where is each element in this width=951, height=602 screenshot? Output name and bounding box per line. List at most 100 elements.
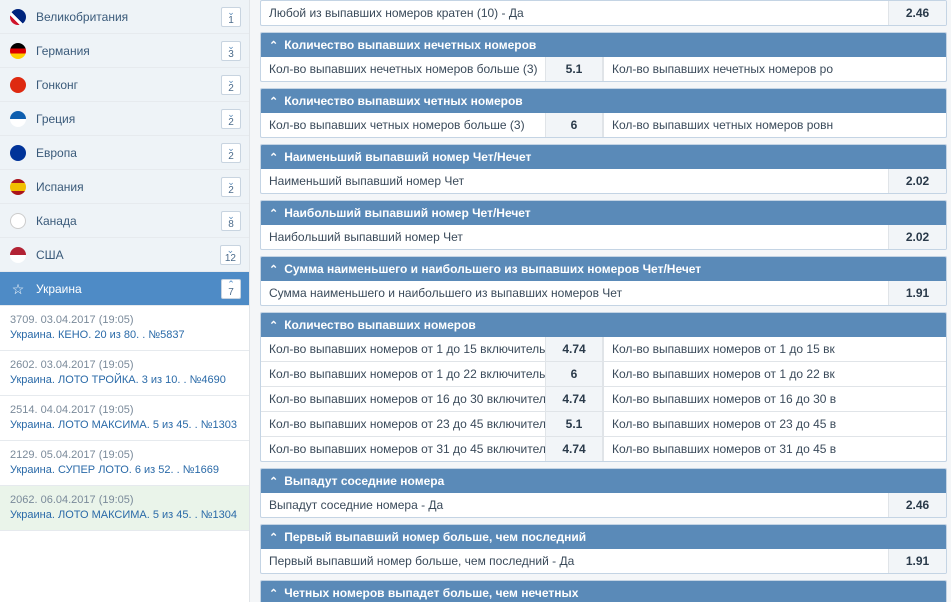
outcome-odds[interactable]: 2.46 <box>888 493 946 517</box>
chevron-up-icon: ⌃ <box>269 531 278 544</box>
event-title: Украина. ЛОТО ТРОЙКА. 3 из 10. . №4690 <box>10 373 239 387</box>
country-item-gr[interactable]: Греция ⌄2 <box>0 102 249 136</box>
market-title: Количество выпавших номеров <box>284 318 476 332</box>
outcome-name: Кол-во выпавших номеров от 31 до 45 в <box>604 437 946 461</box>
market-header[interactable]: ⌃ Сумма наименьшего и наибольшего из вып… <box>261 257 946 281</box>
event-meta: 2129. 05.04.2017 (19:05) <box>10 449 239 461</box>
country-count: 2 <box>228 118 234 128</box>
outcome-odds[interactable]: 4.74 <box>545 337 603 361</box>
chevron-up-icon: ⌃ <box>269 95 278 108</box>
outcome-odds[interactable]: 2.02 <box>888 225 946 249</box>
market-title: Первый выпавший номер больше, чем послед… <box>284 530 586 544</box>
chevron-up-icon: ⌃ <box>269 587 278 600</box>
chevron-up-icon: ⌃ <box>269 263 278 276</box>
country-label: Испания <box>36 180 221 194</box>
outcome-row: Любой из выпавших номеров кратен (10) - … <box>261 1 946 25</box>
outcome-name: Кол-во выпавших нечетных номеров больше … <box>261 57 545 81</box>
market-title: Четных номеров выпадет больше, чем нечет… <box>284 586 578 600</box>
country-label: Европа <box>36 146 221 160</box>
outcome-name: Сумма наименьшего и наибольшего из выпав… <box>261 281 888 305</box>
outcome-odds[interactable]: 1.91 <box>888 549 946 573</box>
event-title: Украина. ЛОТО МАКСИМА. 5 из 45. . №1304 <box>10 508 239 522</box>
outcome-odds[interactable]: 5.1 <box>545 57 603 81</box>
country-item-ua-active[interactable]: ☆ Украина ⌃7 <box>0 272 249 306</box>
sidebar: Великобритания ⌄1 Германия ⌄3 Гонконг ⌄2… <box>0 0 250 602</box>
country-badge: ⌄2 <box>221 143 241 163</box>
country-item-gb[interactable]: Великобритания ⌄1 <box>0 0 249 34</box>
main-panel: Любой из выпавших номеров кратен (10) - … <box>250 0 951 602</box>
outcome-odds[interactable]: 4.74 <box>545 387 603 411</box>
country-count: 3 <box>228 50 234 60</box>
market-header[interactable]: ⌃ Количество выпавших четных номеров <box>261 89 946 113</box>
event-title: Украина. КЕНО. 20 из 80. . №5837 <box>10 328 239 342</box>
event-item[interactable]: 3709. 03.04.2017 (19:05) Украина. КЕНО. … <box>0 306 249 351</box>
outcome-name: Любой из выпавших номеров кратен (10) - … <box>261 1 888 25</box>
country-item-hk[interactable]: Гонконг ⌄2 <box>0 68 249 102</box>
country-badge: ⌄2 <box>221 177 241 197</box>
outcome-row: Наибольший выпавший номер Чет 2.02 <box>261 225 946 249</box>
outcome-row: Наименьший выпавший номер Чет 2.02 <box>261 169 946 193</box>
event-item[interactable]: 2129. 05.04.2017 (19:05) Украина. СУПЕР … <box>0 441 249 486</box>
market-header[interactable]: ⌃ Количество выпавших номеров <box>261 313 946 337</box>
market-title: Количество выпавших четных номеров <box>284 94 522 108</box>
country-badge: ⌄2 <box>221 109 241 129</box>
country-count: 2 <box>228 84 234 94</box>
country-label: Германия <box>36 44 221 58</box>
market-header[interactable]: ⌃ Количество выпавших нечетных номеров <box>261 33 946 57</box>
market-header[interactable]: ⌃ Наибольший выпавший номер Чет/Нечет <box>261 201 946 225</box>
market-header[interactable]: ⌃ Выпадут соседние номера <box>261 469 946 493</box>
country-count: 8 <box>228 220 234 230</box>
market-title: Наибольший выпавший номер Чет/Нечет <box>284 206 530 220</box>
outcome-odds[interactable]: 4.74 <box>545 437 603 461</box>
country-item-us[interactable]: США ⌄12 <box>0 238 249 272</box>
event-item[interactable]: 2602. 03.04.2017 (19:05) Украина. ЛОТО Т… <box>0 351 249 396</box>
outcome-name: Кол-во выпавших номеров от 23 до 45 в <box>604 412 946 436</box>
market-header[interactable]: ⌃ Первый выпавший номер больше, чем посл… <box>261 525 946 549</box>
outcome-name: Кол-во выпавших номеров от 1 до 15 вк <box>604 337 946 361</box>
outcome-row: Кол-во выпавших нечетных номеров больше … <box>261 57 946 81</box>
market-block: ⌃ Первый выпавший номер больше, чем посл… <box>260 524 947 574</box>
market-block: ⌃ Количество выпавших нечетных номеров К… <box>260 32 947 82</box>
outcome-row: Кол-во выпавших номеров от 23 до 45 вклю… <box>261 411 946 436</box>
country-label: Канада <box>36 214 221 228</box>
country-item-es[interactable]: Испания ⌄2 <box>0 170 249 204</box>
country-badge: ⌄1 <box>221 7 241 27</box>
event-title: Украина. СУПЕР ЛОТО. 6 из 52. . №1669 <box>10 463 239 477</box>
market-block: ⌃ Четных номеров выпадет больше, чем неч… <box>260 580 947 602</box>
country-count: 2 <box>228 152 234 162</box>
market-block: Любой из выпавших номеров кратен (10) - … <box>260 0 947 26</box>
event-item[interactable]: 2514. 04.04.2017 (19:05) Украина. ЛОТО М… <box>0 396 249 441</box>
country-label: Украина <box>36 282 221 296</box>
market-block: ⌃ Сумма наименьшего и наибольшего из вып… <box>260 256 947 306</box>
country-label: Гонконг <box>36 78 221 92</box>
market-header[interactable]: ⌃ Наименьший выпавший номер Чет/Нечет <box>261 145 946 169</box>
country-item-de[interactable]: Германия ⌄3 <box>0 34 249 68</box>
chevron-up-icon: ⌃ <box>269 475 278 488</box>
country-item-eu[interactable]: Европа ⌄2 <box>0 136 249 170</box>
event-item[interactable]: 2062. 06.04.2017 (19:05) Украина. ЛОТО М… <box>0 486 249 531</box>
flag-hk-icon <box>10 77 26 93</box>
outcome-name: Кол-во выпавших номеров от 16 до 30 вклю… <box>261 387 545 411</box>
outcome-name: Кол-во выпавших номеров от 1 до 15 включ… <box>261 337 545 361</box>
market-header[interactable]: ⌃ Четных номеров выпадет больше, чем неч… <box>261 581 946 602</box>
country-count: 7 <box>228 288 234 298</box>
outcome-odds[interactable]: 5.1 <box>545 412 603 436</box>
flag-gb-icon <box>10 9 26 25</box>
outcome-odds[interactable]: 1.91 <box>888 281 946 305</box>
event-meta: 2602. 03.04.2017 (19:05) <box>10 359 239 371</box>
outcome-name: Кол-во выпавших номеров от 31 до 45 вклю… <box>261 437 545 461</box>
outcome-odds[interactable]: 6 <box>545 362 603 386</box>
event-meta: 3709. 03.04.2017 (19:05) <box>10 314 239 326</box>
country-count: 1 <box>228 16 234 26</box>
outcome-row: Кол-во выпавших номеров от 1 до 15 включ… <box>261 337 946 361</box>
country-badge: ⌄2 <box>221 75 241 95</box>
outcome-row: Кол-во выпавших номеров от 31 до 45 вклю… <box>261 436 946 461</box>
country-item-ca[interactable]: Канада ⌄8 <box>0 204 249 238</box>
outcome-name: Кол-во выпавших номеров от 23 до 45 вклю… <box>261 412 545 436</box>
market-block: ⌃ Наибольший выпавший номер Чет/Нечет На… <box>260 200 947 250</box>
market-block: ⌃ Выпадут соседние номера Выпадут соседн… <box>260 468 947 518</box>
outcome-odds[interactable]: 2.46 <box>888 1 946 25</box>
event-title: Украина. ЛОТО МАКСИМА. 5 из 45. . №1303 <box>10 418 239 432</box>
outcome-odds[interactable]: 6 <box>545 113 603 137</box>
outcome-odds[interactable]: 2.02 <box>888 169 946 193</box>
